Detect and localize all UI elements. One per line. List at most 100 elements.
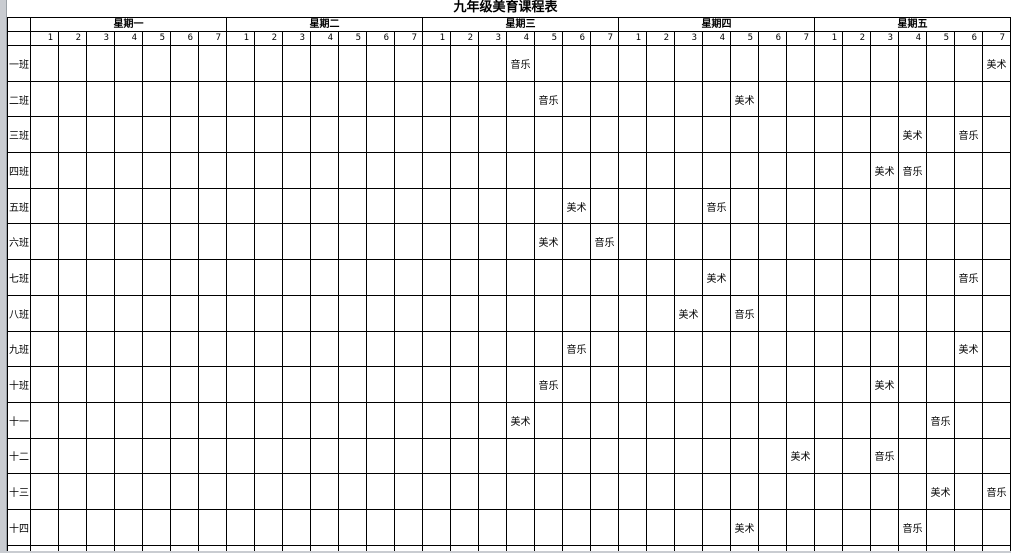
schedule-cell[interactable] xyxy=(479,188,507,225)
schedule-cell[interactable] xyxy=(871,402,899,439)
schedule-cell[interactable] xyxy=(31,46,59,82)
schedule-cell[interactable] xyxy=(367,331,395,368)
schedule-cell[interactable] xyxy=(927,331,955,368)
schedule-cell[interactable] xyxy=(143,295,171,332)
period-header-cell[interactable]: 7 xyxy=(199,32,227,46)
schedule-cell[interactable]: 音乐 xyxy=(535,81,563,118)
schedule-cell[interactable] xyxy=(955,438,983,475)
schedule-cell[interactable] xyxy=(423,474,451,510)
schedule-cell[interactable] xyxy=(87,438,115,475)
period-header-cell[interactable]: 5 xyxy=(339,32,367,46)
schedule-cell[interactable] xyxy=(171,402,199,439)
schedule-cell[interactable] xyxy=(283,295,311,332)
schedule-cell[interactable]: 美术 xyxy=(535,224,563,261)
schedule-cell[interactable] xyxy=(983,509,1011,546)
schedule-cell[interactable] xyxy=(31,188,59,225)
class-label-cell[interactable]: 八班 xyxy=(8,295,31,332)
schedule-cell[interactable] xyxy=(227,367,255,403)
schedule-cell[interactable] xyxy=(423,188,451,225)
schedule-cell[interactable] xyxy=(87,224,115,261)
schedule-cell[interactable] xyxy=(983,402,1011,439)
schedule-cell[interactable] xyxy=(983,81,1011,118)
schedule-cell[interactable] xyxy=(31,509,59,546)
schedule-cell[interactable] xyxy=(423,46,451,82)
schedule-cell[interactable] xyxy=(619,438,647,475)
schedule-cell[interactable] xyxy=(423,331,451,368)
schedule-cell[interactable] xyxy=(115,46,143,82)
schedule-cell[interactable] xyxy=(255,295,283,332)
schedule-cell[interactable]: 美术 xyxy=(703,260,731,296)
schedule-cell[interactable] xyxy=(507,438,535,475)
period-header-cell[interactable]: 3 xyxy=(283,32,311,46)
class-label-cell[interactable]: 十四 xyxy=(8,509,31,546)
schedule-cell[interactable] xyxy=(311,474,339,510)
schedule-cell[interactable] xyxy=(339,509,367,546)
schedule-cell[interactable] xyxy=(479,474,507,510)
schedule-cell[interactable] xyxy=(367,260,395,296)
schedule-cell[interactable] xyxy=(507,81,535,118)
schedule-cell[interactable] xyxy=(787,402,815,439)
period-header-cell[interactable]: 5 xyxy=(535,32,563,46)
schedule-cell[interactable] xyxy=(647,188,675,225)
schedule-cell[interactable] xyxy=(423,402,451,439)
period-header-cell[interactable]: 7 xyxy=(983,32,1011,46)
schedule-cell[interactable] xyxy=(983,331,1011,368)
schedule-cell[interactable] xyxy=(339,367,367,403)
period-header-cell[interactable]: 7 xyxy=(591,32,619,46)
schedule-cell[interactable] xyxy=(871,474,899,510)
schedule-cell[interactable] xyxy=(31,260,59,296)
schedule-cell[interactable] xyxy=(647,331,675,368)
schedule-cell[interactable] xyxy=(563,402,591,439)
schedule-cell[interactable] xyxy=(255,260,283,296)
schedule-cell[interactable] xyxy=(367,474,395,510)
schedule-cell[interactable] xyxy=(115,367,143,403)
schedule-cell[interactable] xyxy=(87,260,115,296)
period-header-cell[interactable]: 1 xyxy=(619,32,647,46)
schedule-cell[interactable] xyxy=(171,117,199,154)
schedule-cell[interactable] xyxy=(843,46,871,82)
schedule-cell[interactable] xyxy=(983,367,1011,403)
schedule-cell[interactable] xyxy=(619,117,647,154)
schedule-cell[interactable] xyxy=(395,331,423,368)
schedule-cell[interactable] xyxy=(843,153,871,189)
schedule-cell[interactable] xyxy=(59,117,87,154)
schedule-cell[interactable] xyxy=(759,367,787,403)
schedule-cell[interactable]: 美术 xyxy=(787,438,815,475)
schedule-cell[interactable] xyxy=(731,438,759,475)
schedule-cell[interactable] xyxy=(311,188,339,225)
schedule-cell[interactable] xyxy=(339,260,367,296)
schedule-cell[interactable] xyxy=(647,402,675,439)
schedule-cell[interactable] xyxy=(227,474,255,510)
schedule-cell[interactable] xyxy=(815,81,843,118)
schedule-cell[interactable] xyxy=(815,402,843,439)
schedule-cell[interactable]: 音乐 xyxy=(535,367,563,403)
period-header-cell[interactable]: 3 xyxy=(479,32,507,46)
schedule-cell[interactable] xyxy=(199,367,227,403)
schedule-cell[interactable] xyxy=(451,509,479,546)
schedule-cell[interactable] xyxy=(87,474,115,510)
schedule-cell[interactable] xyxy=(787,188,815,225)
schedule-cell[interactable] xyxy=(731,367,759,403)
schedule-cell[interactable] xyxy=(871,509,899,546)
schedule-cell[interactable] xyxy=(563,295,591,332)
schedule-cell[interactable] xyxy=(87,295,115,332)
schedule-cell[interactable] xyxy=(227,438,255,475)
schedule-cell[interactable] xyxy=(255,474,283,510)
schedule-cell[interactable] xyxy=(255,402,283,439)
schedule-cell[interactable] xyxy=(367,295,395,332)
schedule-cell[interactable] xyxy=(283,367,311,403)
schedule-cell[interactable] xyxy=(899,46,927,82)
schedule-cell[interactable] xyxy=(703,509,731,546)
schedule-cell[interactable] xyxy=(507,260,535,296)
schedule-cell[interactable] xyxy=(647,153,675,189)
schedule-cell[interactable] xyxy=(955,46,983,82)
schedule-cell[interactable] xyxy=(535,260,563,296)
schedule-cell[interactable] xyxy=(87,402,115,439)
schedule-cell[interactable] xyxy=(283,46,311,82)
schedule-cell[interactable]: 音乐 xyxy=(703,188,731,225)
schedule-cell[interactable] xyxy=(591,509,619,546)
class-label-cell[interactable]: 一班 xyxy=(8,46,31,82)
schedule-cell[interactable] xyxy=(955,81,983,118)
schedule-cell[interactable] xyxy=(843,438,871,475)
schedule-cell[interactable] xyxy=(619,153,647,189)
